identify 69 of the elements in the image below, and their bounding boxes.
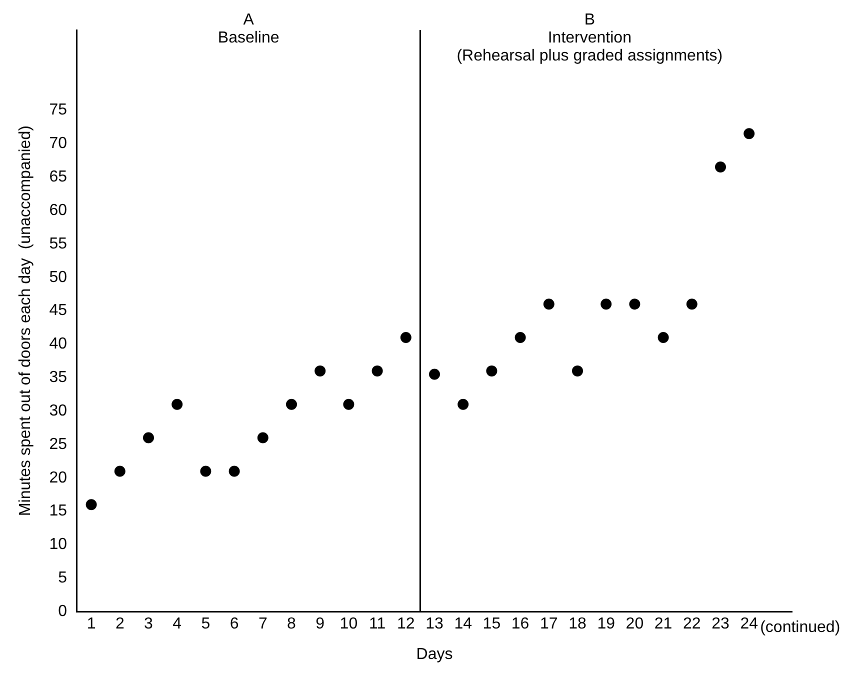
point [200, 466, 212, 477]
y-tick-label: 70 [49, 135, 68, 152]
y-axis-title: Minutes spent out of doors each day (unaccompanied) [17, 126, 34, 516]
x-tick-label: 5 [201, 616, 210, 633]
point [400, 332, 412, 344]
x-tick-label: 10 [340, 616, 358, 633]
x-tick-label: 21 [654, 616, 672, 633]
y-tick-label: 35 [49, 369, 68, 386]
x-tick-label: 4 [172, 616, 182, 633]
y-tick-label: 15 [49, 502, 68, 520]
text: (continued) [760, 619, 840, 636]
point [343, 398, 354, 410]
point [429, 368, 440, 380]
point [486, 365, 498, 376]
y-tick-label: 5 [58, 570, 68, 587]
annotation: A Baseline [218, 11, 280, 46]
point [715, 162, 726, 173]
x-tick-label: 14 [454, 616, 472, 633]
x-axis-title: Days [416, 646, 453, 663]
point [458, 398, 469, 410]
x-tick-label: 15 [482, 616, 501, 633]
point [286, 398, 297, 410]
x-tick-label: 3 [144, 616, 154, 633]
y-tick-label: 60 [49, 202, 68, 219]
annotation: B Intervention (Rehearsal plus graded assignments) [456, 11, 723, 64]
point [228, 466, 240, 477]
x-tick-label: 2 [115, 616, 124, 633]
point [744, 128, 755, 140]
point [372, 365, 383, 376]
y-tick-label: 75 [49, 102, 68, 119]
x-tick-label: 8 [287, 616, 296, 633]
point [257, 432, 268, 444]
x-tick-label: 12 [397, 616, 415, 633]
y-tick-label: 50 [49, 268, 68, 286]
y-tick-label: 0 [58, 603, 68, 620]
y-tick-label: 25 [49, 436, 68, 453]
x-tick-label: 19 [597, 616, 616, 633]
point [686, 298, 698, 310]
point [172, 398, 183, 410]
x-tick-label: 24 [740, 616, 758, 633]
x-tick-label: 6 [230, 616, 239, 633]
x-tick-label: 20 [626, 616, 644, 633]
point [600, 298, 612, 310]
x-tick-label: 11 [368, 616, 386, 633]
y-tick-label: 55 [49, 235, 68, 252]
x-tick-label: 13 [426, 616, 444, 633]
point [543, 298, 554, 310]
x-tick-label: 22 [683, 616, 701, 633]
y-tick-label: 20 [49, 469, 68, 486]
point [314, 365, 326, 376]
point [514, 332, 526, 344]
y-tick-label: 65 [49, 168, 68, 186]
x-tick-label: 9 [316, 616, 325, 633]
point [114, 466, 126, 477]
y-tick-label: 10 [49, 536, 68, 554]
x-tick-label: 7 [258, 616, 268, 633]
y-tick-label: 30 [49, 402, 68, 420]
x-tick-label: 18 [568, 616, 586, 633]
x-tick-label: 16 [511, 616, 530, 633]
point [658, 332, 669, 344]
y-tick-label: 40 [49, 336, 68, 353]
point [629, 298, 640, 310]
x-tick-label: 23 [712, 616, 730, 633]
x-tick-label: 17 [540, 616, 558, 633]
point [86, 499, 97, 510]
point [142, 432, 154, 444]
point [572, 365, 583, 376]
x-tick-label: 1 [86, 616, 96, 633]
y-tick-label: 45 [49, 302, 68, 320]
